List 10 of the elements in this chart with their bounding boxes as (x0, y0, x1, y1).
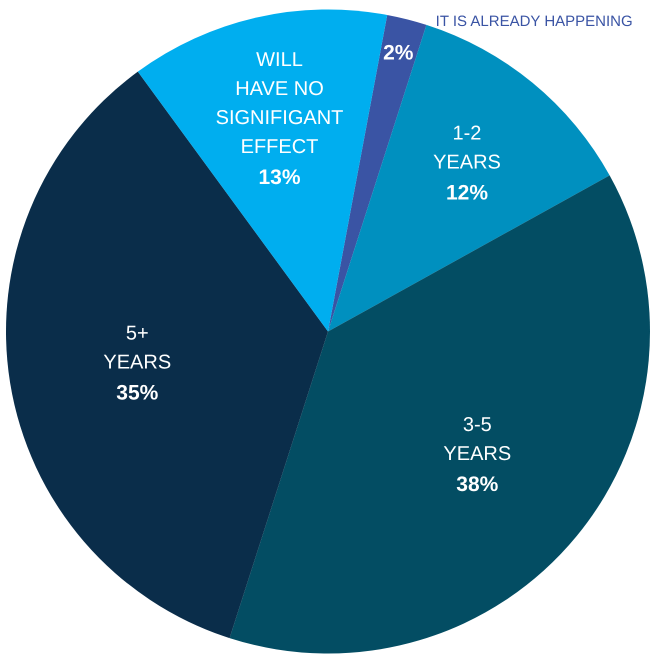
slice-label: 1-2 YEARS (433, 122, 501, 174)
slice-label: WILL HAVE NO SIGNIFIGANT EFFECT (216, 48, 344, 158)
slice-label: 5+ YEARS (103, 322, 172, 374)
data-label: 35% (116, 381, 159, 404)
data-label: 2% (383, 42, 414, 65)
data-label: 38% (456, 473, 499, 496)
slice-label: 3-5 YEARS (443, 414, 512, 466)
data-label: 12% (446, 181, 488, 204)
slice-label: IT IS ALREADY HAPPENING (436, 13, 633, 30)
data-label: 13% (258, 166, 301, 189)
